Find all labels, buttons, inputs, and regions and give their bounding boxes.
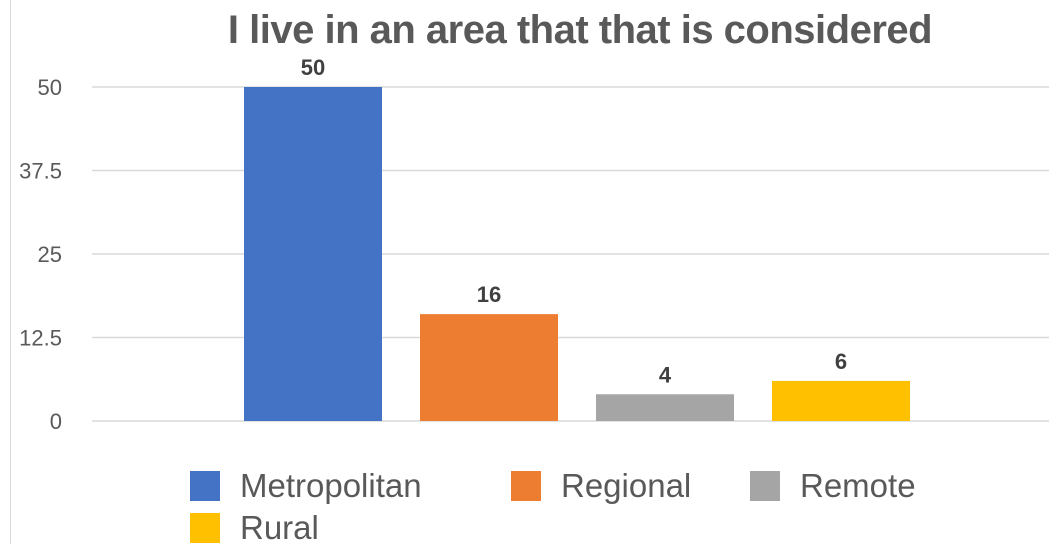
y-tick-label: 12.5: [19, 326, 62, 351]
legend-label-remote: Remote: [800, 467, 916, 504]
legend-item-metropolitan: Metropolitan: [190, 466, 422, 506]
chart-frame: [10, 0, 1059, 544]
bar-regional: [420, 314, 558, 421]
data-label-rural: 6: [835, 349, 847, 374]
y-tick-label: 37.5: [19, 159, 62, 184]
legend-swatch-remote: [750, 471, 780, 501]
legend-item-remote: Remote: [750, 466, 916, 506]
gridlines: [92, 86, 1049, 422]
data-label-metropolitan: 50: [301, 55, 325, 80]
bar-remote: [596, 394, 734, 421]
legend-swatch-metropolitan: [190, 471, 220, 501]
legend-item-regional: Regional: [511, 466, 691, 506]
bar-metropolitan: [244, 87, 382, 421]
chart-title: I live in an area that that is considere…: [227, 8, 933, 52]
data-label-remote: 4: [659, 362, 672, 387]
legend-label-metropolitan: Metropolitan: [240, 467, 422, 504]
y-tick-label: 0: [50, 409, 62, 434]
legend-item-rural: Rural: [190, 508, 319, 548]
y-tick-label: 25: [38, 242, 62, 267]
data-label-regional: 16: [477, 282, 501, 307]
legend-swatch-regional: [511, 471, 541, 501]
y-tick-label: 50: [38, 75, 62, 100]
data-labels: 50 16 4 6: [301, 55, 847, 387]
legend-label-regional: Regional: [561, 467, 692, 504]
bars: [244, 87, 910, 421]
y-axis-ticks: 0 12.5 25 37.5 50: [19, 75, 62, 434]
legend-label-rural: Rural: [240, 509, 319, 546]
bar-rural: [772, 380, 910, 421]
legend-swatch-rural: [190, 513, 220, 543]
